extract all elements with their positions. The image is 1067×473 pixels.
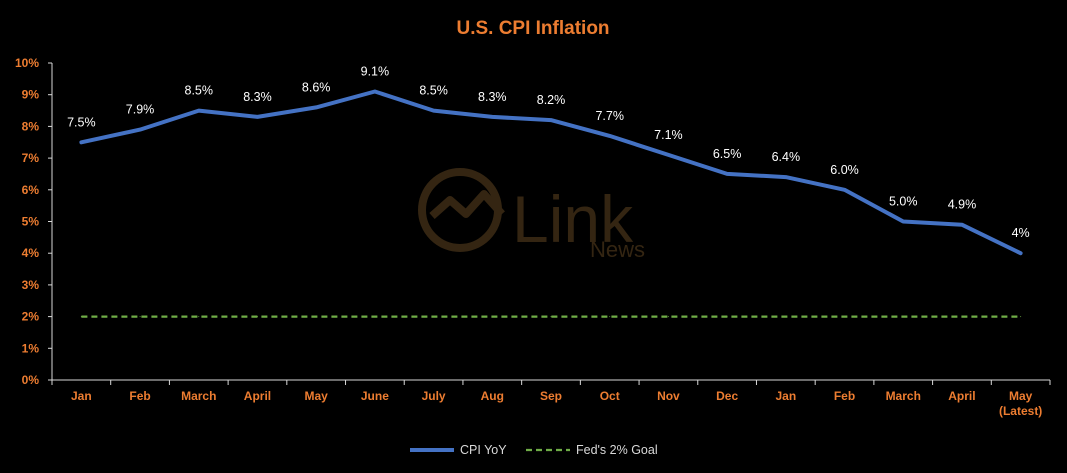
cpi-point: [1020, 252, 1022, 254]
cpi-point: [726, 173, 728, 175]
fed-goal-point: [785, 316, 787, 318]
x-tick-label: April: [948, 389, 975, 403]
y-tick-label: 4%: [22, 246, 40, 260]
cpi-data-label: 8.3%: [243, 90, 272, 104]
x-tick-label: Jan: [775, 389, 796, 403]
cpi-data-label: 8.5%: [185, 84, 214, 98]
cpi-data-label: 7.7%: [595, 109, 624, 123]
x-tick-label: Feb: [129, 389, 150, 403]
x-tick-label: May: [305, 389, 329, 403]
x-tick-label: July: [422, 389, 446, 403]
fed-goal-point: [1020, 316, 1022, 318]
x-tick-label: Oct: [600, 389, 620, 403]
x-tick-label: Sep: [540, 389, 562, 403]
fed-goal-point: [902, 316, 904, 318]
series-layer: [79, 89, 1023, 318]
cpi-data-label: 6.0%: [830, 163, 859, 177]
legend-label-cpi: CPI YoY: [460, 443, 507, 457]
cpi-point: [844, 189, 846, 191]
cpi-data-label: 7.9%: [126, 103, 155, 117]
cpi-data-label: 9.1%: [361, 65, 390, 79]
x-tick-label: Jan: [71, 389, 92, 403]
cpi-data-label: 6.4%: [772, 150, 801, 164]
fed-goal-point: [315, 316, 317, 318]
x-tick-label: Aug: [481, 389, 504, 403]
cpi-data-label: 4%: [1012, 226, 1030, 240]
cpi-point: [256, 116, 258, 118]
cpi-point: [374, 91, 376, 93]
y-tick-label: 9%: [22, 88, 40, 102]
x-tick-label: Nov: [657, 389, 680, 403]
y-tick-label: 3%: [22, 278, 40, 292]
fed-goal-point: [374, 316, 376, 318]
cpi-data-label: 5.0%: [889, 195, 918, 209]
cpi-data-label: 8.5%: [419, 84, 448, 98]
fed-goal-point: [433, 316, 435, 318]
watermark-mountain-icon: [429, 190, 505, 219]
cpi-point: [902, 221, 904, 222]
cpi-point: [80, 141, 82, 143]
cpi-point: [315, 106, 317, 108]
cpi-point: [198, 110, 200, 112]
y-axis: 0% 1% 2% 3% 4% 5% 6% 7% 8% 9% 10%: [15, 56, 53, 387]
fed-goal-point: [139, 316, 141, 318]
y-tick-label: 0%: [22, 373, 40, 387]
legend-label-fed-goal: Fed's 2% Goal: [576, 443, 658, 457]
cpi-point: [961, 224, 963, 226]
link-news-watermark-logo: Link News: [418, 168, 645, 262]
cpi-data-label: 7.1%: [654, 128, 683, 142]
fed-goal-point: [726, 316, 728, 318]
fed-goal-point: [550, 316, 552, 318]
cpi-point: [139, 129, 141, 131]
fed-goal-point: [80, 316, 82, 318]
cpi-data-label: 4.9%: [948, 198, 977, 212]
x-tick-label: June: [361, 389, 389, 403]
cpi-point: [785, 176, 787, 178]
cpi-point: [609, 135, 611, 137]
cpi-point: [550, 119, 552, 121]
x-tick-label: March: [181, 389, 216, 403]
cpi-point: [491, 116, 493, 118]
x-tick-label: May (Latest): [999, 389, 1042, 418]
cpi-data-label: 8.2%: [537, 93, 566, 107]
y-tick-label: 5%: [22, 215, 40, 229]
fed-goal-point: [667, 316, 669, 318]
y-tick-label: 2%: [22, 310, 40, 324]
y-tick-label: 1%: [22, 341, 40, 355]
y-tick-label: 10%: [15, 56, 39, 70]
x-axis: Jan Feb March April May June July Aug Sep Oct Nov D…: [51, 379, 1051, 418]
fed-goal-point: [961, 316, 963, 318]
fed-goal-point: [256, 316, 258, 318]
x-tick-label: March: [886, 389, 921, 403]
watermark-subtext: News: [590, 237, 645, 262]
y-tick-label: 8%: [22, 119, 40, 133]
cpi-data-label: 8.3%: [478, 90, 507, 104]
fed-goal-point: [609, 316, 611, 318]
chart-title: U.S. CPI Inflation: [456, 18, 609, 39]
cpi-point: [433, 110, 435, 112]
fed-goal-point: [491, 316, 493, 318]
fed-goal-point: [198, 316, 200, 318]
x-tick-label: April: [244, 389, 271, 403]
cpi-data-label: 7.5%: [67, 115, 96, 129]
x-tick-label: Dec: [716, 389, 738, 403]
legend: CPI YoY Fed's 2% Goal: [410, 443, 658, 457]
data-labels: 7.5% 7.9% 8.5% 8.3% 8.6% 9.1% 8.5% 8.3% 8.2% 7.7%…: [67, 65, 1030, 241]
cpi-data-label: 8.6%: [302, 80, 331, 94]
fed-goal-point: [844, 316, 846, 318]
y-tick-label: 6%: [22, 183, 40, 197]
watermark-text: Link: [512, 182, 634, 256]
cpi-point: [667, 154, 669, 156]
y-tick-label: 7%: [22, 151, 40, 165]
x-tick-label: Feb: [834, 389, 855, 403]
cpi-data-label: 6.5%: [713, 147, 742, 161]
